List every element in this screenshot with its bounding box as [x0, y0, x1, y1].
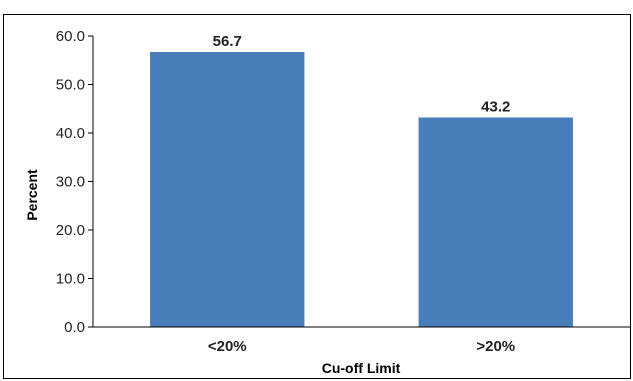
y-axis-title: Percent [24, 169, 40, 221]
bar-value-label: 43.2 [481, 98, 510, 115]
y-tick-label: 50.0 [56, 77, 85, 94]
x-axis-categories: <20% >20% [208, 338, 515, 355]
y-tick-label: 60.0 [56, 28, 85, 45]
x-axis-title: Cu-off Limit [322, 360, 401, 376]
y-tick-label: 30.0 [56, 174, 85, 191]
bar [418, 117, 573, 327]
y-tick-label: 0.0 [64, 319, 85, 336]
bar [150, 52, 305, 327]
y-tick-label: 10.0 [56, 271, 85, 288]
x-category-label: >20% [476, 338, 515, 355]
x-category-label: <20% [208, 338, 247, 355]
y-tick-label: 40.0 [56, 125, 85, 142]
data-labels: 56.7 43.2 [213, 33, 511, 115]
bar-value-label: 56.7 [213, 33, 242, 50]
y-axis-ticks: 0.0 10.0 20.0 30.0 40.0 50.0 60.0 [56, 28, 93, 336]
bars [150, 52, 573, 327]
y-tick-label: 20.0 [56, 222, 85, 239]
